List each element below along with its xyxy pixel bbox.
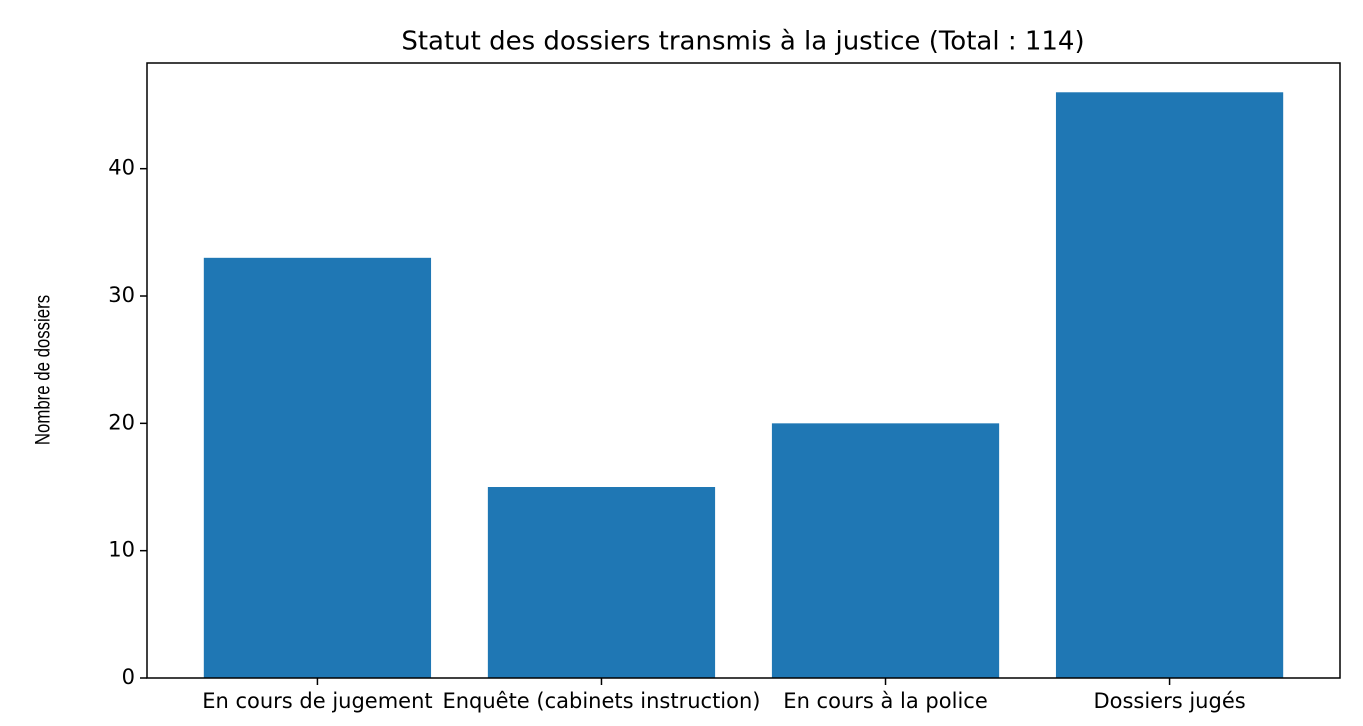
chart-title: Statut des dossiers transmis à la justic… (401, 27, 1084, 57)
y-tick-label: 10 (108, 538, 135, 562)
y-tick-label: 0 (122, 665, 135, 689)
bar (1055, 92, 1284, 679)
y-tick-label: 30 (108, 283, 135, 307)
bar (487, 487, 716, 678)
y-tick-label: 20 (108, 410, 135, 434)
x-tick-label: Dossiers jugés (1093, 689, 1245, 713)
y-tick-label: 40 (108, 156, 135, 180)
x-tick-label: En cours de jugement (202, 689, 432, 713)
bar (203, 257, 432, 678)
x-tick-label: Enquête (cabinets instruction) (442, 689, 760, 713)
axes-frame (146, 62, 1341, 679)
y-axis-label: Nombre de dossiers (32, 295, 55, 445)
x-tick-label: En cours à la police (783, 689, 987, 713)
bar (771, 423, 1000, 678)
